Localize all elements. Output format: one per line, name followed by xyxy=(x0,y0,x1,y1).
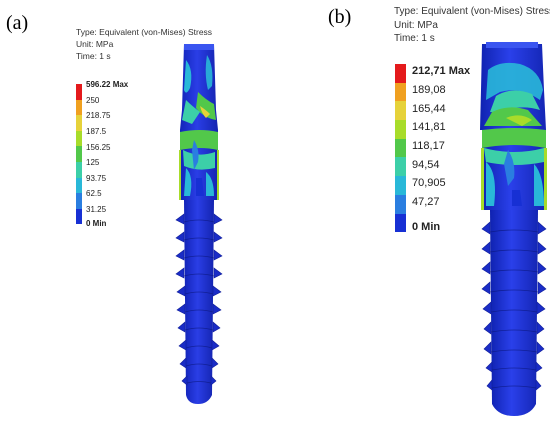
legend-a-min: 0 Min xyxy=(86,218,107,228)
legend-b-max: 212,71 Max xyxy=(412,65,471,78)
legend-b-level-5: 94,54 xyxy=(412,158,440,171)
panel-b-info: Type: Equivalent (von-Mises) Stress Unit… xyxy=(394,5,550,46)
panel-a-label: (a) xyxy=(6,12,29,34)
legend-a-max: 596.22 Max xyxy=(86,80,129,90)
legend-b-level-1: 189,08 xyxy=(412,84,446,97)
legend-a-swatch-8 xyxy=(76,208,82,225)
legend-b-swatch-7 xyxy=(395,194,406,214)
legend-b-min: 0 Min xyxy=(412,220,441,233)
legend-b-row-3: 141,81 xyxy=(395,120,470,139)
legend-b-swatch-4 xyxy=(395,138,406,158)
panel-a-legend: 596.22 Max 250 218.75 187.5 156.25 125 9… xyxy=(76,80,128,236)
legend-a-row-1: 250 xyxy=(76,96,128,116)
panel-a-unit: Unit: MPa xyxy=(76,39,114,49)
legend-b-level-7: 47,27 xyxy=(412,196,440,209)
legend-b-swatch-6 xyxy=(395,176,406,195)
legend-a-row-6: 93.75 xyxy=(76,174,128,194)
legend-b-level-3: 141,81 xyxy=(412,121,446,134)
legend-b-swatch-8 xyxy=(395,213,406,233)
legend-a-level-5: 125 xyxy=(86,158,100,168)
panel-a-type: Type: Equivalent (von-Mises) Stress xyxy=(76,27,213,37)
legend-b-row-8: 0 Min xyxy=(395,213,470,233)
legend-b-level-6: 70,905 xyxy=(412,177,446,190)
legend-a-swatch-2 xyxy=(76,115,82,131)
panel-a-info: Type: Equivalent (von-Mises) Stress Unit… xyxy=(76,26,212,62)
legend-a-row-max: 596.22 Max xyxy=(76,80,128,100)
legend-b-row-1: 189,08 xyxy=(395,82,470,102)
implant-b xyxy=(480,42,547,416)
legend-a-level-7: 62.5 xyxy=(86,189,102,199)
legend-a-swatch-1 xyxy=(76,99,82,116)
legend-b-swatch-0 xyxy=(395,64,406,83)
panel-b-unit: Unit: MPa xyxy=(394,19,438,31)
panel-a-time: Time: 1 s xyxy=(76,51,111,61)
legend-a-row-2: 218.75 xyxy=(76,111,128,131)
panel-b-legend: 212,71 Max 189,08 165,44 141,81 118,17 9… xyxy=(395,64,470,233)
implant-a xyxy=(175,44,223,404)
panel-b-time: Time: 1 s xyxy=(394,33,435,44)
legend-b-level-4: 118,17 xyxy=(412,140,445,153)
legend-a-level-6: 93.75 xyxy=(86,173,107,183)
legend-a-row-8: 31.25 xyxy=(76,205,128,225)
panel-b-type: Type: Equivalent (von-Mises) Stress xyxy=(394,6,550,17)
legend-b-swatch-2 xyxy=(395,101,406,121)
legend-b-row-7: 47,27 xyxy=(395,194,470,214)
legend-b-row-4: 118,17 xyxy=(395,138,470,158)
legend-a-swatch-0 xyxy=(76,84,82,100)
legend-a-row-7: 62.5 xyxy=(76,189,128,209)
legend-b-row-max: 212,71 Max xyxy=(395,64,470,83)
legend-b-row-6: 70,905 xyxy=(395,176,470,195)
legend-a-swatch-6 xyxy=(76,177,82,194)
legend-b-row-5: 94,54 xyxy=(395,157,470,177)
legend-a-row-4: 156.25 xyxy=(76,142,128,162)
legend-a-level-3: 187.5 xyxy=(86,127,107,137)
legend-a-level-1: 250 xyxy=(86,95,100,105)
legend-a-level-8: 31.25 xyxy=(86,205,107,215)
legend-a-swatch-7 xyxy=(76,193,82,209)
legend-a-level-4: 156.25 xyxy=(86,142,111,152)
legend-a-swatch-3 xyxy=(76,130,82,147)
legend-a-level-2: 218.75 xyxy=(86,111,111,121)
legend-a-swatch-4 xyxy=(76,146,82,162)
legend-b-level-2: 165,44 xyxy=(412,102,446,115)
legend-b-swatch-1 xyxy=(395,82,406,102)
legend-b-swatch-3 xyxy=(395,120,406,139)
legend-a-row-5: 125 xyxy=(76,158,128,178)
legend-a-row-3: 187.5 xyxy=(76,127,128,147)
legend-b-swatch-5 xyxy=(395,157,406,177)
panel-b-label: (b) xyxy=(328,6,352,28)
legend-a-swatch-5 xyxy=(76,161,82,178)
legend-a-row-min: 0 Min xyxy=(76,219,128,236)
legend-b-row-2: 165,44 xyxy=(395,101,470,121)
